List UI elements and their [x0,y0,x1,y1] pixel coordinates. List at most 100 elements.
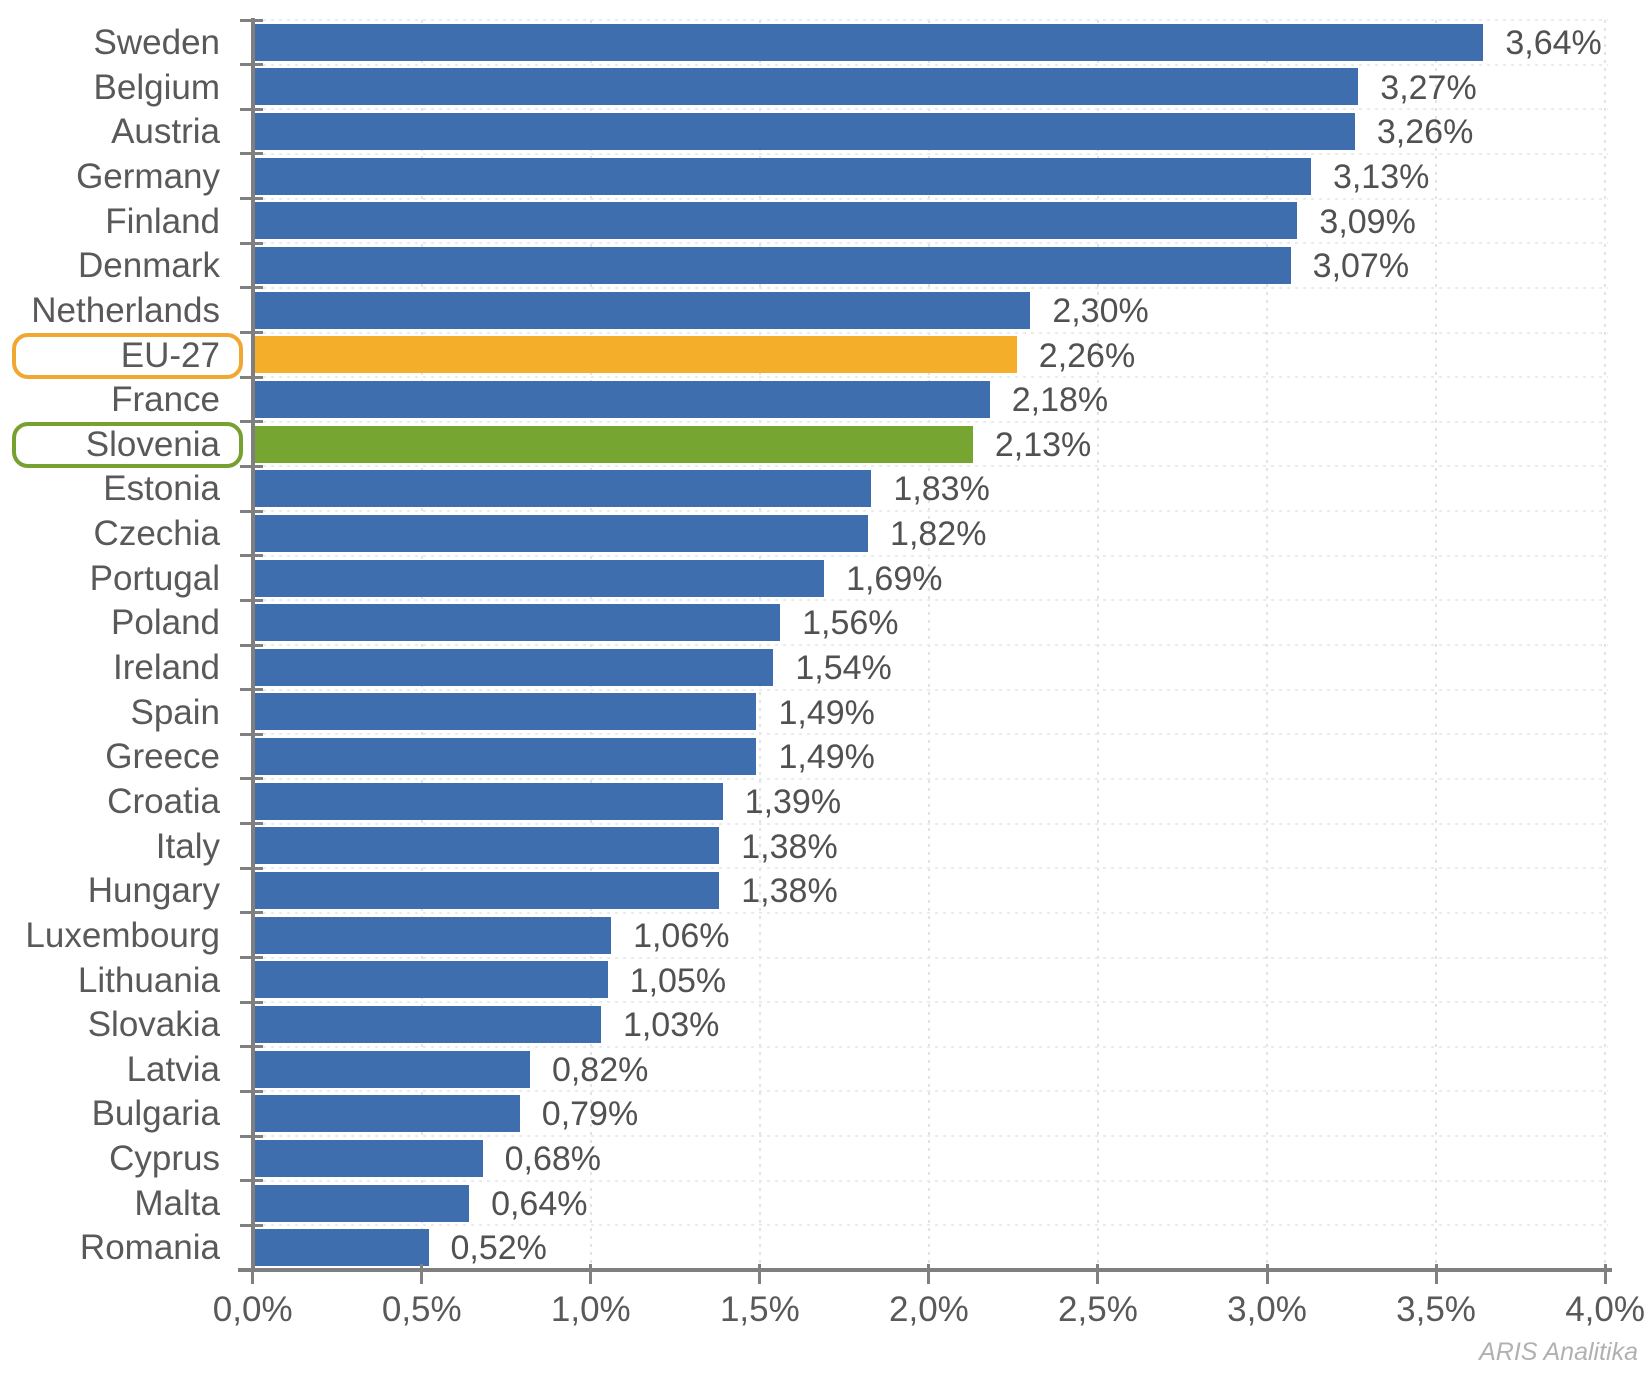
x-axis-tick [758,1264,762,1284]
category-label: Lithuania [77,960,220,1000]
horizontal-gridline [255,1179,1608,1182]
category-label: Spain [130,692,220,732]
y-axis-tick [240,286,263,290]
x-axis-tick [589,1264,593,1284]
horizontal-gridline [255,1045,1608,1048]
bar-belgium [254,68,1359,106]
category-label: Denmark [78,246,220,286]
value-label: 0,79% [541,1095,639,1134]
category-label: Italy [155,826,220,866]
value-label: 0,52% [450,1229,547,1268]
horizontal-gridline [255,63,1608,66]
y-axis-tick [240,1089,263,1093]
y-axis-tick [240,777,263,781]
y-axis-tick [240,197,263,201]
category-label: Ireland [112,648,220,687]
category-label: Greece [105,737,220,777]
value-label: 2,18% [1011,381,1109,420]
bar-france [254,380,990,418]
bar-croatia [254,782,723,820]
value-label: 1,05% [629,961,727,1000]
horizontal-gridline [255,1001,1608,1004]
bar-luxembourg [254,916,612,954]
value-label: 1,56% [802,604,899,643]
bar-ireland [254,648,774,686]
bar-sweden [254,23,1484,61]
y-axis-tick [240,464,263,468]
x-axis-tick [1603,1264,1607,1284]
horizontal-gridline [255,956,1608,959]
horizontal-gridline [255,108,1608,111]
y-axis-tick [240,107,263,111]
horizontal-gridline [255,465,1608,468]
x-axis-line [238,1268,1612,1272]
bar-portugal [254,559,825,597]
x-axis-tick [420,1264,424,1284]
bar-slovakia [254,1005,601,1043]
category-label: Latvia [126,1049,220,1089]
x-axis-tick [1265,1264,1269,1284]
x-axis-tick-label: 0,5% [381,1290,462,1329]
y-axis-tick [240,375,263,379]
value-label: 1,82% [890,515,987,554]
category-label: Hungary [87,871,220,911]
category-label: Finland [105,201,220,241]
horizontal-gridline [255,599,1608,602]
horizontal-gridline [255,19,1608,21]
y-axis-tick [240,956,263,959]
y-axis-tick [240,331,263,334]
category-label: Sweden [93,23,220,62]
value-label: 3,13% [1332,157,1430,196]
category-label: Portugal [89,558,220,598]
value-label: 2,26% [1038,336,1136,375]
horizontal-gridline [255,554,1608,557]
x-axis-tick-label: 1,0% [550,1290,631,1329]
category-label: France [111,380,220,420]
bar-germany [254,157,1311,195]
x-axis-tick-label: 1,5% [719,1290,800,1329]
y-axis-tick [240,1045,263,1049]
horizontal-gridline [255,1090,1608,1093]
y-axis-tick [240,866,263,870]
highlight-outline-eu-27 [12,333,243,379]
bar-italy [254,827,720,865]
y-axis-tick [240,420,263,424]
x-axis-tick [1434,1264,1438,1284]
value-label: 2,30% [1052,291,1149,330]
y-axis-tick [240,1179,263,1183]
x-axis-tick [251,1264,255,1284]
bar-denmark [254,247,1291,284]
horizontal-gridline [255,152,1608,155]
y-axis-tick [240,152,263,156]
x-axis-tick-label: 3,5% [1396,1290,1476,1329]
x-axis-tick-label: 4,0% [1565,1290,1645,1329]
category-label: Germany [76,156,220,196]
category-label: Romania [79,1228,220,1268]
value-label: 0,64% [491,1184,588,1223]
x-axis-tick [1096,1264,1100,1284]
value-label: 1,38% [741,827,838,866]
y-axis-tick [240,554,263,558]
x-axis-tick-label: 3,0% [1227,1290,1307,1329]
category-label: Malta [134,1183,220,1223]
bar-poland [254,604,781,642]
category-label: Netherlands [31,290,220,330]
value-label: 1,83% [893,470,990,509]
value-label: 1,69% [846,559,943,598]
y-axis-tick [240,598,263,602]
bar-estonia [254,470,872,508]
y-axis-tick [240,1223,263,1227]
category-label: EU-27 [120,335,220,375]
horizontal-gridline [255,867,1608,870]
y-axis-tick [240,241,263,245]
highlight-outline-slovenia [12,422,243,469]
bar-latvia [254,1050,530,1088]
x-axis-tick-label: 2,5% [1058,1290,1138,1329]
bar-czechia [254,514,869,552]
y-axis-tick [240,822,263,826]
value-label: 1,49% [778,738,875,777]
value-label: 3,64% [1505,24,1602,62]
category-label: Slovakia [87,1005,220,1045]
